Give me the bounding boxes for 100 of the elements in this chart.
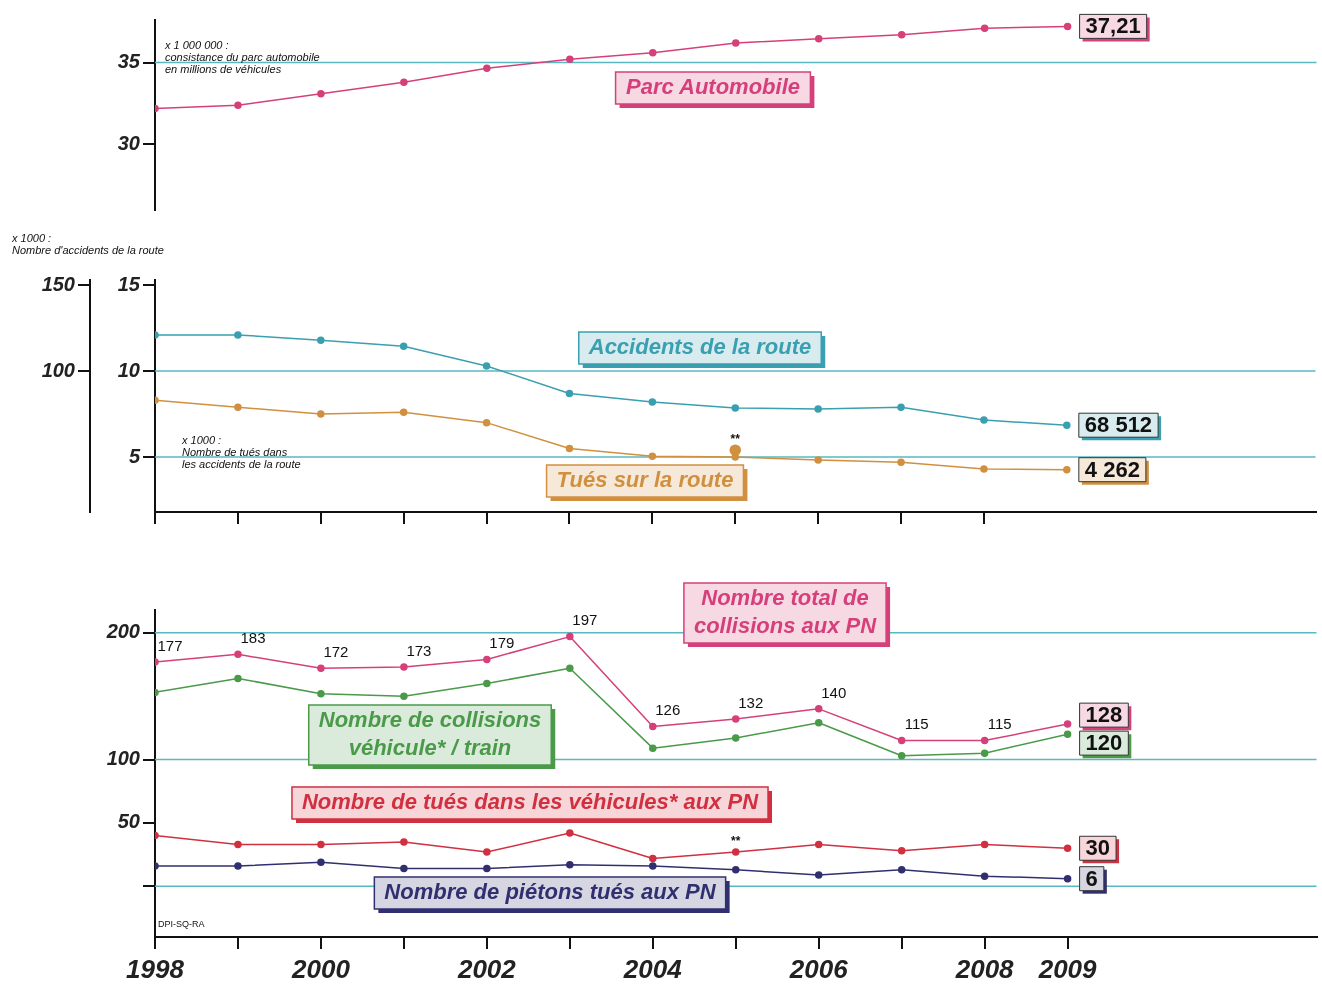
point xyxy=(1063,22,1072,31)
annotation: DPI-SQ-RA xyxy=(158,919,205,930)
point xyxy=(400,692,408,700)
point xyxy=(399,342,408,350)
point xyxy=(482,362,491,370)
point xyxy=(732,734,740,742)
point xyxy=(1063,730,1072,738)
point xyxy=(483,864,491,873)
point xyxy=(648,398,657,406)
point xyxy=(731,404,739,412)
point xyxy=(483,848,491,856)
point xyxy=(980,465,988,473)
point xyxy=(814,840,823,849)
x-tick-label: 2008 xyxy=(954,953,1015,984)
point xyxy=(400,78,408,86)
point xyxy=(732,866,740,874)
point xyxy=(234,331,242,339)
point xyxy=(649,744,657,752)
point xyxy=(1063,874,1072,883)
point xyxy=(234,101,242,109)
point xyxy=(897,752,906,760)
point xyxy=(980,840,989,849)
series-label: Nombre de piétons tués aux PN xyxy=(384,879,717,905)
point xyxy=(814,705,823,713)
point xyxy=(483,679,491,688)
y-tick-label: 30 xyxy=(117,132,140,154)
y-tick-label: 10 xyxy=(117,358,140,381)
point xyxy=(814,35,823,43)
series-label: Tués sur la route xyxy=(556,467,734,493)
data-label: 128 xyxy=(1085,702,1123,728)
point xyxy=(897,736,906,745)
point xyxy=(234,403,242,411)
point xyxy=(566,664,574,673)
point xyxy=(731,453,739,461)
point xyxy=(732,715,740,723)
point xyxy=(234,840,242,849)
annotation: 68 512 xyxy=(1084,412,1153,438)
y-tick-label: 35 xyxy=(117,50,141,73)
point xyxy=(234,674,242,683)
point xyxy=(566,632,574,641)
x-tick-label: 2004 xyxy=(622,953,683,984)
point xyxy=(897,866,906,874)
point xyxy=(649,722,657,731)
y-tick-label: 5 xyxy=(128,444,141,467)
y-axis-title: x 1 000 000 : consistance du parc automobile en millions de véhicules xyxy=(164,38,320,75)
y2-tick-label: 150 xyxy=(41,272,75,295)
y2-axis-title: x 1000 : Nombre d'accidents de la route xyxy=(11,231,164,256)
point xyxy=(400,838,408,846)
data-label: 30 xyxy=(1085,835,1111,861)
point xyxy=(400,663,408,671)
point xyxy=(648,452,657,460)
annotation: ** xyxy=(730,432,741,447)
y-tick-label: 15 xyxy=(117,272,141,295)
x-tick-label: 2009 xyxy=(1037,953,1098,984)
point xyxy=(980,736,989,745)
point xyxy=(980,24,989,32)
point xyxy=(566,861,574,869)
data-label: 197 xyxy=(572,611,598,629)
point xyxy=(317,689,325,698)
point xyxy=(1063,720,1072,728)
data-label: 183 xyxy=(240,629,266,646)
annotation: 4 262 xyxy=(1084,456,1140,482)
point xyxy=(483,655,491,664)
data-label: 173 xyxy=(406,641,432,659)
series-label: Nombre de tués dans les véhicules* aux PN xyxy=(301,789,760,815)
y2-tick-label: 100 xyxy=(41,358,75,381)
x-tick-label: 2000 xyxy=(291,953,351,984)
data-label: 126 xyxy=(655,701,681,719)
point xyxy=(400,864,408,873)
point xyxy=(317,336,325,344)
point xyxy=(482,418,491,427)
y-axis-title: x 1000 : Nombre de tués dans les accidents de la route xyxy=(181,433,301,470)
data-label: 115 xyxy=(904,715,929,733)
point xyxy=(649,862,657,870)
point xyxy=(732,39,740,47)
point xyxy=(897,403,905,411)
point xyxy=(234,862,242,870)
data-label: 37,21 xyxy=(1085,13,1141,39)
point xyxy=(565,444,574,453)
point xyxy=(317,858,325,866)
data-label: 132 xyxy=(738,693,764,711)
point xyxy=(897,30,906,39)
data-label: 172 xyxy=(323,642,349,660)
point xyxy=(234,650,242,659)
data-label: 6 xyxy=(1085,865,1098,891)
data-label: 115 xyxy=(987,715,1012,733)
point xyxy=(980,872,989,880)
point xyxy=(1063,421,1071,429)
y-tick-label: 100 xyxy=(106,747,140,770)
point xyxy=(814,719,823,727)
series-label: Parc Automobile xyxy=(626,74,800,100)
data-label: 140 xyxy=(821,683,847,701)
point xyxy=(317,664,325,673)
point xyxy=(897,847,906,855)
point xyxy=(732,848,740,856)
point xyxy=(566,829,574,837)
point xyxy=(483,64,491,73)
point xyxy=(566,55,574,64)
point xyxy=(980,416,988,424)
point xyxy=(814,871,823,879)
